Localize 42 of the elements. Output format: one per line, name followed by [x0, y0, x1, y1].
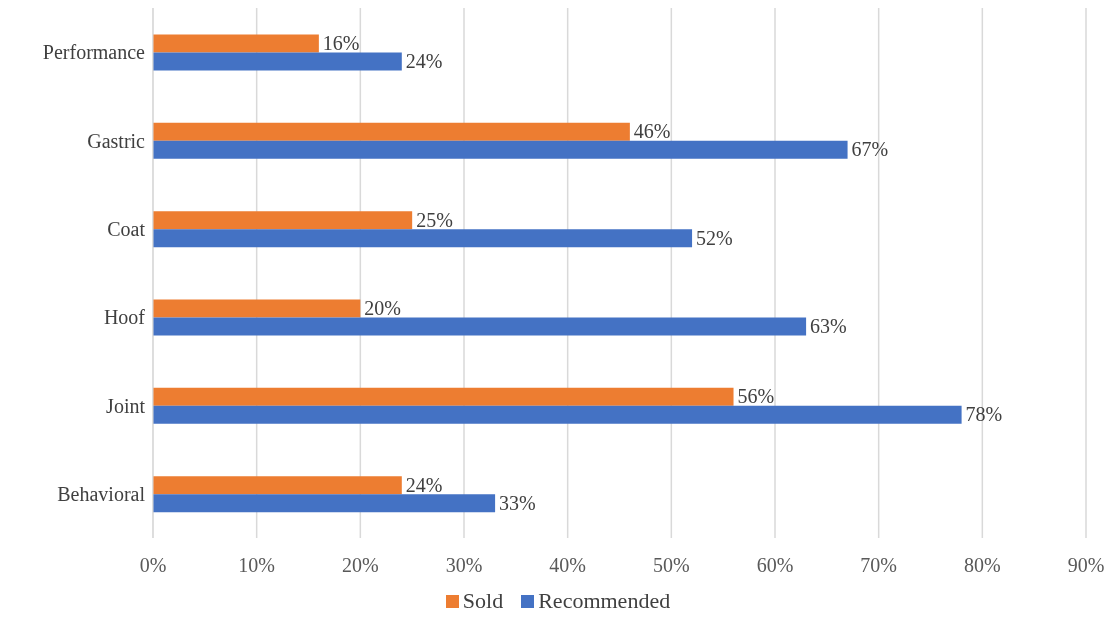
data-label: 52%: [696, 226, 733, 249]
y-tick-label: Behavioral: [57, 482, 146, 505]
bar: [153, 476, 402, 495]
data-label: 16%: [322, 32, 360, 55]
legend-label: Recommended: [538, 588, 671, 614]
y-tick-label: Gastric: [87, 129, 146, 152]
data-label: 24%: [405, 473, 443, 496]
data-label: 56%: [737, 385, 775, 408]
x-tick-label: 80%: [964, 554, 1001, 577]
bar: [153, 387, 734, 406]
y-tick-label: Hoof: [103, 306, 146, 329]
x-tick-label: 90%: [1067, 554, 1105, 577]
x-tick-label: 20%: [342, 554, 379, 577]
y-tick-label: Coat: [107, 217, 146, 240]
x-tick-label: 70%: [860, 554, 897, 577]
bar: [153, 34, 319, 53]
x-tick-label: 50%: [653, 554, 690, 577]
x-tick-label: 30%: [445, 554, 483, 577]
data-label: 78%: [965, 403, 1003, 426]
x-tick-label: 60%: [756, 554, 794, 577]
bar: [153, 211, 413, 230]
x-tick-label: 10%: [238, 554, 275, 577]
data-label: 63%: [810, 315, 847, 338]
y-tick-label: Joint: [106, 394, 146, 417]
data-label: 33%: [499, 491, 536, 514]
x-tick-label: 0%: [139, 554, 167, 577]
data-label: 67%: [851, 138, 889, 161]
bar: [153, 229, 693, 248]
bar: [153, 317, 807, 336]
data-label: 20%: [364, 297, 402, 320]
data-label: 46%: [633, 120, 671, 143]
y-tick-label: Performance: [42, 41, 146, 64]
bar: [153, 122, 630, 141]
data-label: 24%: [405, 50, 443, 73]
bar: [153, 494, 496, 513]
bar: [153, 52, 402, 71]
x-tick-label: 40%: [549, 554, 586, 577]
bar: [153, 140, 848, 159]
bar: [153, 299, 361, 318]
data-label: 25%: [416, 208, 453, 231]
bar: [153, 405, 962, 424]
legend-label: Sold: [462, 588, 504, 614]
